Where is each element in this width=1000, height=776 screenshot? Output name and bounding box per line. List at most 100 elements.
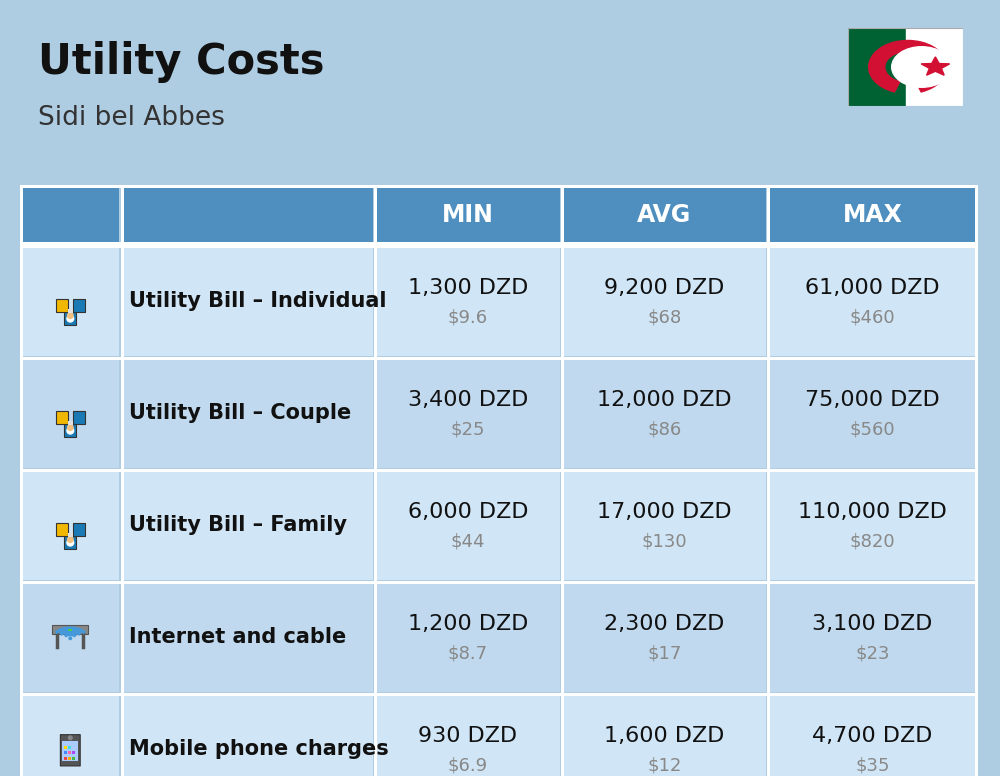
Bar	[975, 185, 978, 776]
Bar	[376, 470, 560, 580]
Text: $25: $25	[451, 421, 485, 438]
Bar	[20, 245, 978, 248]
Bar	[374, 357, 377, 469]
Text: $6.9: $6.9	[448, 757, 488, 774]
Text: MAX: MAX	[843, 203, 903, 227]
Text: 9,200 DZD: 9,200 DZD	[604, 278, 724, 297]
Bar	[563, 583, 766, 691]
Bar	[376, 186, 560, 244]
Text: 3,100 DZD: 3,100 DZD	[812, 614, 933, 633]
Bar	[64, 536, 76, 549]
Text: Mobile phone charges: Mobile phone charges	[129, 739, 388, 759]
Circle shape	[68, 736, 72, 740]
Bar	[374, 469, 377, 581]
Text: $44: $44	[451, 533, 485, 551]
Bar	[563, 247, 766, 355]
Bar	[68, 757, 71, 760]
Bar	[121, 469, 124, 581]
Wedge shape	[869, 40, 947, 92]
Bar	[376, 247, 560, 355]
Bar	[64, 751, 67, 754]
Bar	[56, 523, 68, 535]
Circle shape	[67, 539, 74, 546]
Text: 17,000 DZD: 17,000 DZD	[597, 501, 732, 521]
Bar	[121, 693, 124, 776]
Circle shape	[69, 637, 72, 639]
Text: $35: $35	[855, 757, 890, 774]
Text: $12: $12	[647, 757, 681, 774]
Text: 110,000 DZD: 110,000 DZD	[798, 501, 947, 521]
Bar	[68, 751, 71, 754]
Text: Utility Bill – Family: Utility Bill – Family	[129, 515, 347, 535]
Bar	[561, 469, 564, 581]
Bar	[73, 411, 85, 424]
Bar	[767, 693, 770, 776]
Circle shape	[67, 315, 74, 322]
Bar	[374, 581, 377, 693]
Bar	[20, 693, 978, 696]
Bar	[769, 359, 976, 467]
Text: $820: $820	[850, 533, 895, 551]
Text: 75,000 DZD: 75,000 DZD	[805, 390, 940, 410]
Bar	[121, 185, 124, 245]
Text: $17: $17	[647, 645, 681, 663]
Bar	[122, 583, 373, 691]
Text: $130: $130	[641, 533, 687, 551]
Text: 1,600 DZD: 1,600 DZD	[604, 726, 724, 746]
Bar	[20, 581, 978, 584]
Bar	[22, 470, 119, 580]
Polygon shape	[921, 57, 950, 75]
Text: $560: $560	[850, 421, 895, 438]
Bar	[563, 470, 766, 580]
Bar	[64, 424, 76, 437]
Text: $8.7: $8.7	[448, 645, 488, 663]
Bar	[68, 421, 73, 424]
Text: 4,700 DZD: 4,700 DZD	[812, 726, 933, 746]
Bar	[68, 310, 73, 313]
Text: 930 DZD: 930 DZD	[418, 726, 517, 746]
Bar	[121, 245, 124, 357]
Bar	[73, 300, 85, 312]
Bar	[62, 740, 78, 761]
Bar	[52, 625, 88, 635]
Text: 1,200 DZD: 1,200 DZD	[408, 614, 528, 633]
Bar	[72, 751, 75, 754]
Bar	[20, 185, 23, 776]
Bar	[769, 695, 976, 776]
Bar	[767, 357, 770, 469]
Bar	[122, 470, 373, 580]
Bar	[20, 185, 978, 188]
Text: $9.6: $9.6	[448, 309, 488, 327]
Bar	[122, 186, 373, 244]
Bar	[905, 28, 963, 106]
Bar	[72, 757, 75, 760]
Bar	[20, 469, 978, 472]
Bar	[769, 247, 976, 355]
Circle shape	[67, 424, 73, 431]
Bar	[56, 300, 68, 312]
Bar	[848, 28, 906, 106]
Text: MIN: MIN	[442, 203, 494, 227]
Bar	[561, 693, 564, 776]
Text: 61,000 DZD: 61,000 DZD	[805, 278, 940, 297]
Bar	[563, 359, 766, 467]
Bar	[20, 357, 978, 360]
Text: Utility Bill – Individual: Utility Bill – Individual	[129, 291, 386, 311]
Bar	[121, 581, 124, 693]
Circle shape	[67, 428, 74, 434]
Bar	[121, 357, 124, 469]
Bar	[22, 695, 119, 776]
Text: 12,000 DZD: 12,000 DZD	[597, 390, 732, 410]
Bar	[68, 747, 71, 750]
Bar	[376, 359, 560, 467]
Bar	[563, 186, 766, 244]
Circle shape	[67, 537, 73, 542]
Bar	[122, 359, 373, 467]
Bar	[73, 523, 85, 535]
Text: 3,400 DZD: 3,400 DZD	[408, 390, 528, 410]
Bar	[769, 186, 976, 244]
Bar	[68, 629, 72, 632]
Bar	[906, 28, 963, 106]
FancyBboxPatch shape	[60, 735, 80, 766]
Bar	[561, 245, 564, 357]
